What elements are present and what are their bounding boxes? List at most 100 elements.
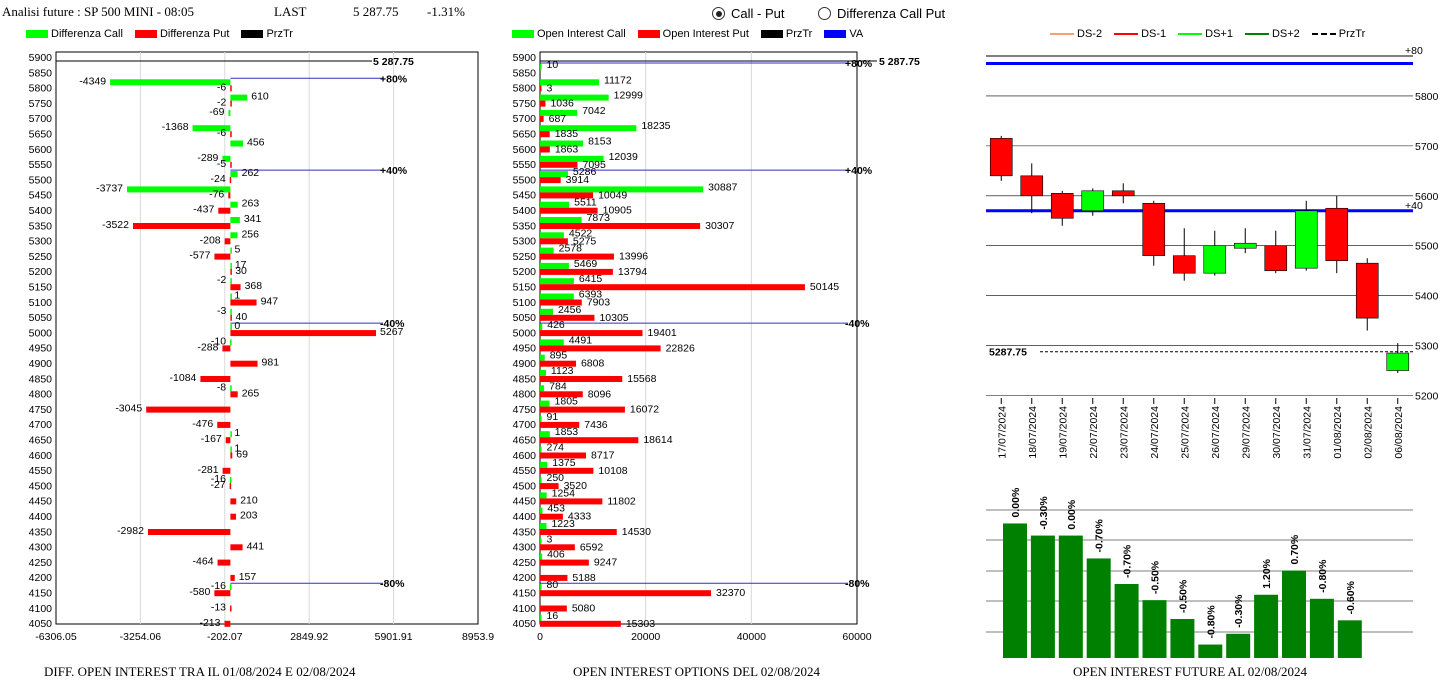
call-diff-label: 263	[242, 198, 260, 210]
strike-label: 5350	[29, 220, 53, 232]
put-diff-bar	[230, 391, 238, 398]
date-tick-label: 06/08/2024	[1393, 406, 1405, 459]
strike-label: 5500	[513, 174, 537, 186]
put-diff-label: -13	[211, 602, 226, 614]
strike-label: 5800	[29, 83, 53, 95]
put-diff-bar	[230, 131, 232, 138]
put-diff-bar	[224, 238, 231, 245]
plot-frame	[539, 51, 858, 625]
call-oi-bar	[540, 155, 604, 162]
date-tick-label: 30/07/2024	[1271, 406, 1283, 459]
put-diff-label: 30	[235, 265, 247, 277]
percent-label: +80%	[380, 73, 408, 85]
call-oi-bar	[540, 232, 564, 239]
call-diff-bar	[230, 171, 238, 178]
call-oi-label: 3	[547, 533, 553, 545]
put-oi-label: 22826	[666, 342, 695, 354]
x-tick-label: 40000	[737, 631, 766, 643]
strike-label: 5900	[513, 52, 537, 64]
put-oi-bar	[540, 360, 576, 367]
put-diff-bar	[230, 314, 232, 321]
put-oi-bar	[540, 192, 594, 199]
put-diff-bar	[230, 299, 257, 306]
put-diff-label: -27	[210, 479, 225, 491]
put-diff-bar	[217, 559, 231, 566]
call-diff-bar	[230, 324, 232, 331]
candle-body	[1142, 202, 1166, 257]
radio-diff-call-put[interactable]: Differenza Call Put	[818, 6, 945, 21]
call-diff-label: -69	[209, 106, 224, 118]
put-diff-label: -213	[199, 617, 220, 629]
strike-label: 5450	[513, 190, 537, 202]
call-diff-bar	[229, 584, 232, 591]
put-diff-label: 441	[247, 540, 265, 552]
put-oi-label: 3914	[566, 174, 590, 186]
call-diff-label: -3737	[96, 182, 123, 194]
radio-dot-selected-icon	[712, 7, 725, 20]
call-diff-label: 1	[234, 290, 240, 302]
put-diff-bar	[222, 467, 231, 474]
candle-body	[1111, 190, 1135, 197]
call-oi-label: 4491	[569, 334, 593, 346]
candle-body	[1325, 207, 1349, 262]
put-diff-label: 265	[242, 387, 260, 399]
date-tick-label: 01/08/2024	[1332, 406, 1344, 459]
call-diff-label: 256	[241, 228, 259, 240]
strike-label: 4600	[513, 450, 537, 462]
call-diff-bar	[230, 94, 248, 101]
footer-left: DIFF. OPEN INTEREST TRA IL 01/08/2024 E …	[44, 664, 356, 679]
put-oi-bar	[540, 574, 568, 581]
put-oi-label: 50145	[810, 281, 839, 293]
call-oi-label: 895	[550, 350, 568, 362]
call-oi-label: 12039	[609, 151, 638, 163]
call-diff-bar	[230, 262, 232, 269]
x-tick-label: -6306.05	[35, 631, 77, 643]
call-oi-bar	[540, 446, 542, 453]
strike-label: 5650	[29, 129, 53, 141]
put-diff-label: -208	[200, 234, 221, 246]
strike-label: 4850	[513, 373, 537, 385]
strike-label: 5000	[29, 327, 53, 339]
call-oi-bar	[540, 201, 570, 208]
x-tick-label: 2849.92	[290, 631, 328, 643]
put-oi-bar	[540, 268, 613, 275]
put-oi-label: 8717	[591, 450, 615, 462]
legend-line-ds-2	[1050, 33, 1074, 35]
call-diff-bar	[230, 217, 240, 223]
call-diff-bar	[230, 431, 232, 438]
strike-label: 5850	[513, 67, 537, 79]
put-diff-label: -577	[189, 250, 210, 262]
call-oi-label: 80	[547, 579, 559, 591]
strike-label: 5050	[29, 312, 53, 324]
put-oi-bar	[540, 253, 614, 260]
call-diff-label: -8	[217, 381, 226, 393]
strike-label: 4800	[29, 389, 53, 401]
x-tick-label: -3254.06	[120, 631, 162, 643]
strike-label: 5300	[29, 236, 53, 248]
call-diff-bar	[230, 247, 232, 254]
call-diff-label: -289	[197, 152, 218, 164]
strike-label: 4500	[29, 480, 53, 492]
future-oi-percent-label: -0.60%	[1345, 580, 1357, 614]
future-oi-percent-label: -0.30%	[1038, 496, 1050, 530]
put-diff-label: 5267	[380, 326, 404, 338]
strike-label: 4400	[29, 511, 53, 523]
radio-call-put[interactable]: Call - Put	[712, 6, 784, 21]
date-tick-label: 17/07/2024	[996, 406, 1008, 459]
percent-label: +40%	[845, 165, 873, 177]
call-diff-label: 0	[234, 320, 240, 332]
future-oi-bar	[1086, 558, 1111, 658]
candle-body	[1020, 175, 1044, 197]
legend-item: Open Interest Put	[662, 28, 749, 40]
put-oi-bar	[540, 223, 701, 229]
percent-label: -80%	[845, 578, 870, 590]
put-diff-bar	[218, 207, 231, 214]
call-oi-label: 426	[547, 319, 565, 331]
header-title: Analisi future : SP 500 MINI - 08:05	[2, 4, 194, 19]
put-oi-bar	[540, 544, 575, 551]
call-oi-bar	[540, 186, 704, 193]
call-oi-bar	[540, 262, 569, 269]
put-oi-bar	[540, 100, 546, 107]
put-diff-label: -288	[197, 341, 218, 353]
